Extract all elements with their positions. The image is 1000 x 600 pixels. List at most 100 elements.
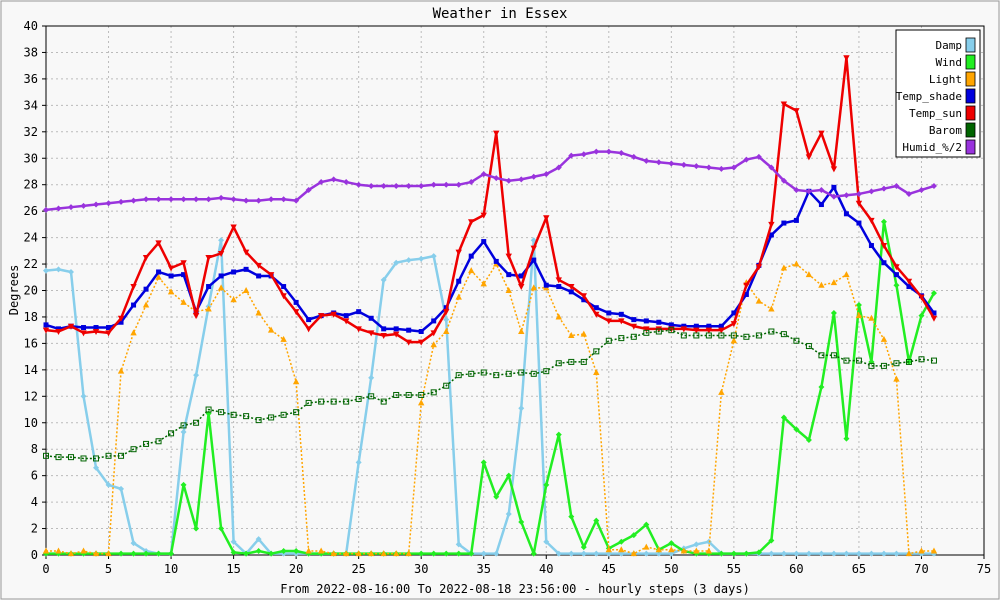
data-point bbox=[406, 327, 412, 333]
data-point bbox=[830, 550, 837, 557]
data-point bbox=[580, 544, 587, 551]
data-point bbox=[843, 357, 850, 364]
data-point bbox=[418, 339, 425, 346]
data-point bbox=[893, 282, 900, 289]
legend-label: Wind bbox=[936, 56, 963, 69]
data-point bbox=[68, 268, 75, 275]
data-point bbox=[480, 171, 487, 178]
data-point bbox=[193, 196, 200, 203]
data-point bbox=[280, 293, 287, 300]
data-point bbox=[818, 202, 824, 208]
data-point bbox=[655, 159, 662, 166]
data-point bbox=[231, 269, 237, 275]
data-point bbox=[643, 521, 650, 528]
data-point bbox=[555, 164, 562, 171]
y-tick-label: 40 bbox=[24, 19, 38, 33]
legend-swatch bbox=[965, 37, 976, 53]
data-point bbox=[455, 293, 462, 300]
data-point bbox=[68, 454, 75, 461]
data-point bbox=[92, 328, 100, 335]
data-point bbox=[143, 196, 150, 203]
data-point bbox=[342, 318, 350, 325]
x-tick-label: 30 bbox=[414, 562, 428, 576]
data-point bbox=[305, 326, 312, 333]
data-point bbox=[880, 362, 887, 369]
data-point bbox=[593, 368, 600, 375]
data-point bbox=[55, 328, 62, 335]
data-point bbox=[555, 550, 562, 557]
data-point bbox=[117, 315, 125, 322]
data-point bbox=[918, 547, 925, 554]
data-point bbox=[868, 243, 874, 249]
data-point bbox=[830, 309, 837, 316]
data-point bbox=[906, 284, 912, 290]
data-point bbox=[218, 194, 225, 201]
legend-label: Temp_sun bbox=[909, 107, 962, 120]
data-point bbox=[693, 327, 700, 334]
data-point bbox=[605, 148, 612, 155]
data-point bbox=[206, 284, 212, 290]
data-point bbox=[843, 435, 850, 442]
data-point bbox=[668, 540, 675, 547]
data-point bbox=[380, 398, 387, 405]
data-point bbox=[580, 151, 587, 158]
data-point bbox=[843, 55, 850, 62]
data-point bbox=[330, 311, 337, 318]
data-point bbox=[818, 352, 825, 359]
x-tick-label: 55 bbox=[727, 562, 741, 576]
data-point bbox=[168, 273, 174, 279]
data-point bbox=[768, 537, 775, 544]
data-point bbox=[230, 538, 237, 545]
data-point bbox=[443, 327, 450, 334]
data-point bbox=[455, 541, 462, 548]
data-point bbox=[855, 550, 862, 557]
data-point bbox=[130, 540, 137, 547]
data-point bbox=[293, 548, 300, 555]
data-point bbox=[605, 337, 612, 344]
data-point bbox=[480, 212, 487, 219]
data-point bbox=[830, 193, 837, 200]
x-tick-label: 35 bbox=[477, 562, 491, 576]
data-point bbox=[543, 368, 550, 375]
data-point bbox=[217, 284, 225, 291]
data-point bbox=[130, 446, 137, 453]
data-point bbox=[706, 323, 712, 329]
data-point bbox=[593, 148, 600, 155]
legend: Damp Wind Light Temp_shade Temp_sun Barom Humi… bbox=[895, 29, 981, 158]
data-point bbox=[555, 431, 562, 438]
data-point bbox=[93, 201, 100, 208]
data-point bbox=[330, 550, 337, 557]
data-point bbox=[518, 369, 525, 376]
data-point bbox=[280, 196, 287, 203]
data-point bbox=[255, 262, 262, 269]
data-point bbox=[505, 253, 512, 260]
data-point bbox=[730, 337, 738, 344]
data-point bbox=[392, 550, 400, 557]
data-point bbox=[693, 547, 700, 554]
data-point bbox=[155, 550, 162, 557]
data-point bbox=[405, 339, 412, 346]
data-point bbox=[643, 326, 650, 333]
data-point bbox=[880, 185, 887, 192]
data-point bbox=[305, 186, 312, 193]
data-point bbox=[93, 325, 99, 331]
data-point bbox=[655, 546, 663, 553]
data-point bbox=[430, 330, 437, 337]
data-point bbox=[768, 550, 775, 557]
data-point bbox=[830, 279, 838, 286]
data-point bbox=[330, 176, 337, 183]
legend-label: Barom bbox=[929, 124, 962, 137]
data-point bbox=[105, 550, 112, 557]
data-point bbox=[555, 313, 562, 320]
data-point bbox=[593, 311, 600, 318]
data-point bbox=[468, 267, 475, 274]
data-point bbox=[718, 388, 725, 395]
data-point bbox=[268, 550, 275, 557]
data-point bbox=[280, 548, 287, 555]
data-point bbox=[755, 549, 762, 556]
data-point bbox=[405, 550, 412, 557]
data-point bbox=[780, 101, 788, 108]
data-point bbox=[55, 454, 62, 461]
data-point bbox=[755, 297, 763, 304]
data-point bbox=[668, 322, 674, 328]
